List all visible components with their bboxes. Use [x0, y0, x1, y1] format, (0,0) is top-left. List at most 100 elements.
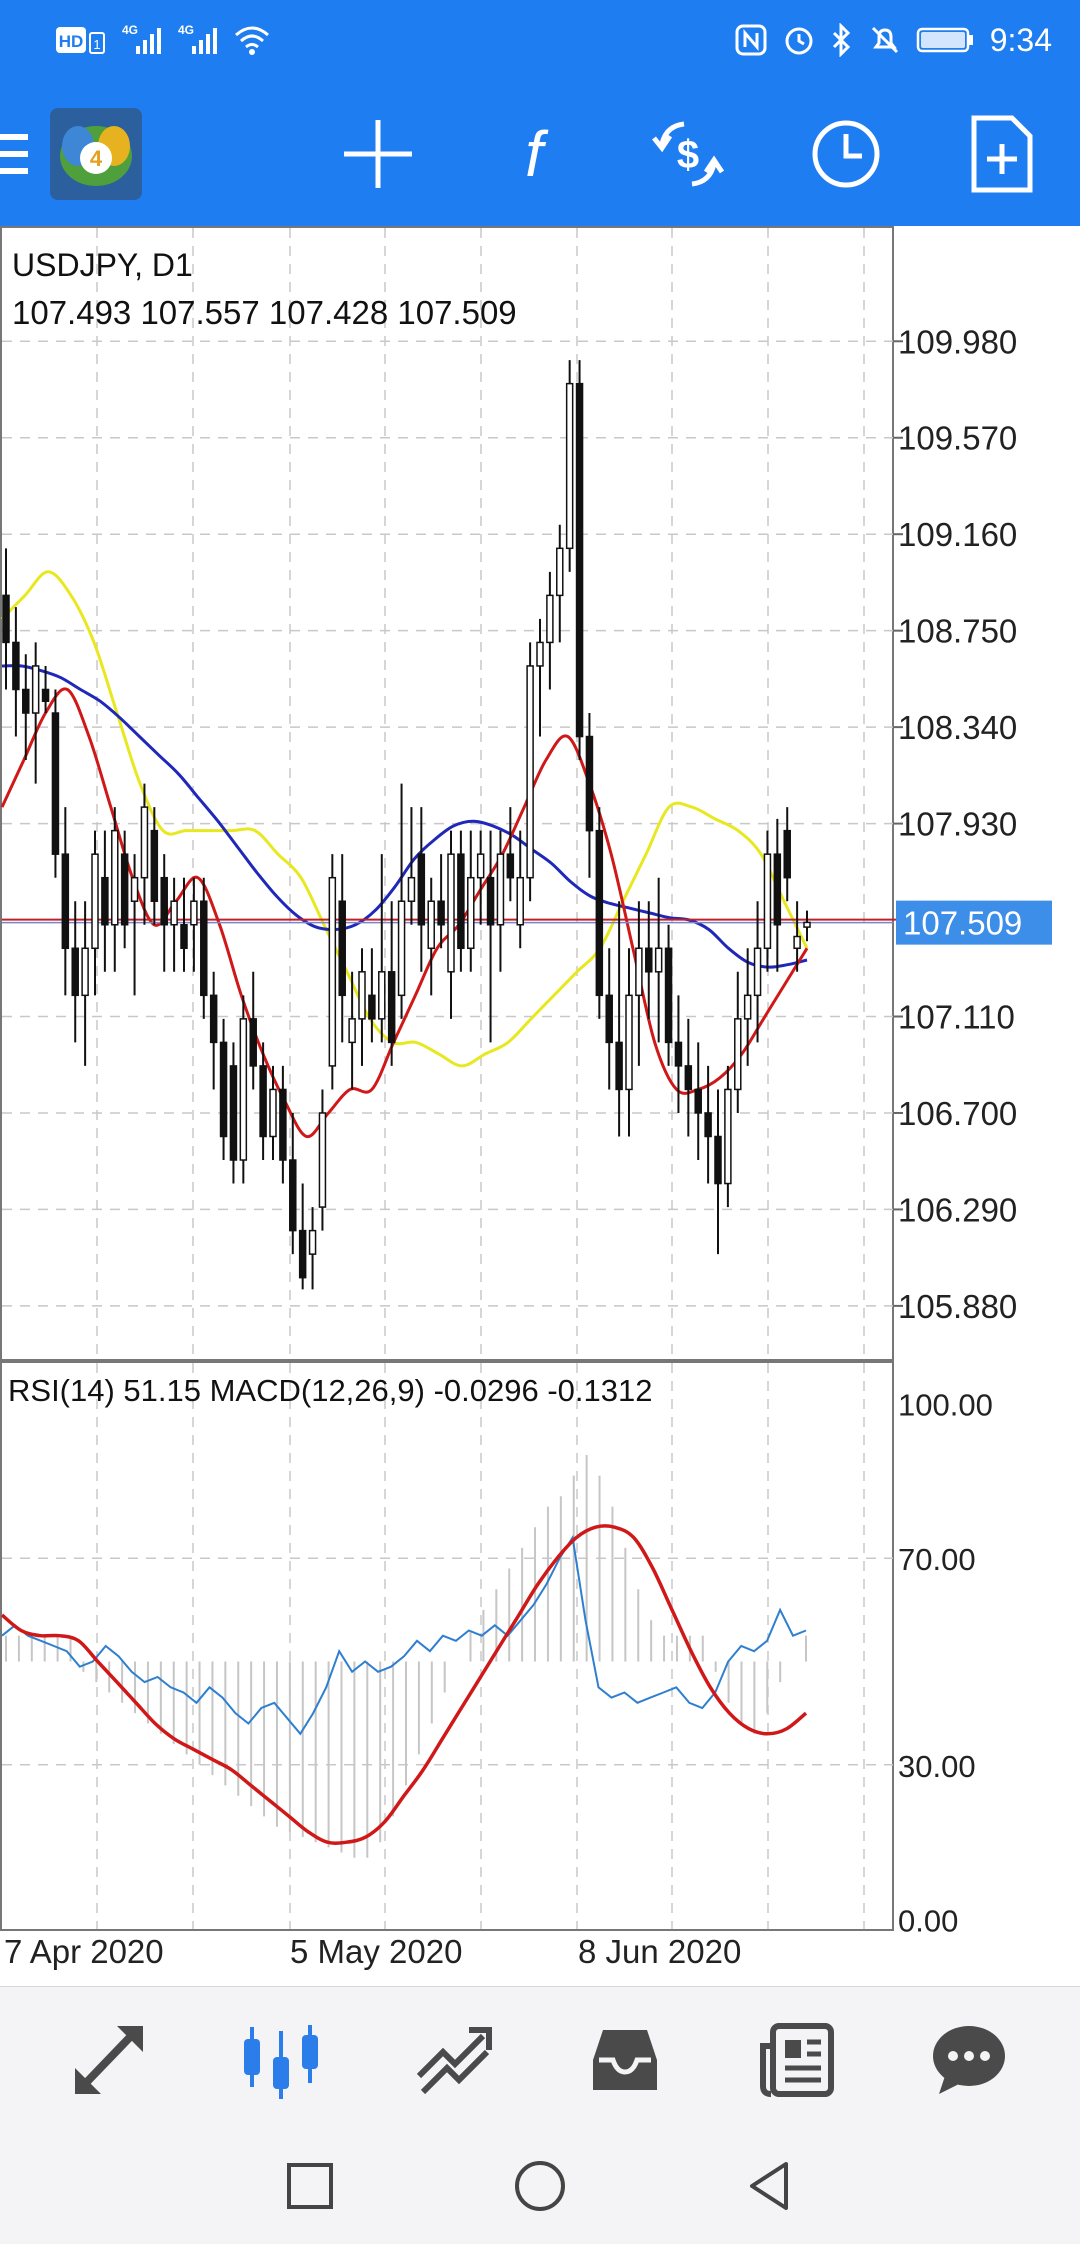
svg-text:4G: 4G [178, 23, 194, 37]
candle [536, 618, 544, 737]
candle [704, 1065, 712, 1184]
indicator-label: RSI(14) 51.15 MACD(12,26,9) -0.0296 -0.1… [8, 1373, 652, 1408]
candle [279, 1065, 287, 1184]
ohlc-label: 107.493 107.557 107.428 107.509 [12, 294, 517, 331]
battery-icon [916, 27, 973, 53]
svg-text:1: 1 [93, 37, 100, 52]
hd-icon: HD 1 [56, 27, 105, 54]
candle [190, 877, 198, 972]
svg-text:f: f [525, 118, 549, 190]
candle [31, 642, 40, 784]
toolbar: 4 f $ [0, 80, 1080, 226]
candle [457, 830, 465, 972]
candle [625, 948, 633, 1137]
candle [71, 901, 79, 1043]
candle [427, 877, 435, 996]
candle [763, 830, 772, 972]
chart-area[interactable]: 109.980 109.570 109.160 108.750 108.340 107.9… [0, 226, 1080, 1986]
chart-canvas[interactable]: 109.980 109.570 109.160 108.750 108.340 107.9… [0, 226, 1080, 1986]
candle [645, 901, 653, 1019]
price-tick-label: 109.980 [898, 323, 1017, 360]
candle [694, 1042, 702, 1161]
signal-icon-2: 4G [178, 23, 217, 54]
price-tick-label: 108.340 [898, 709, 1017, 746]
history-icon[interactable] [580, 2015, 670, 2105]
back-icon[interactable] [740, 2156, 800, 2216]
new-order-icon[interactable] [964, 112, 1040, 196]
indicator-tick-label: 100.00 [898, 1387, 993, 1422]
home-icon[interactable] [510, 2156, 570, 2216]
candle [368, 948, 376, 1043]
candle [417, 807, 426, 972]
candle [437, 854, 445, 949]
candle [615, 901, 623, 1137]
candle [654, 877, 663, 1043]
price-tick-label: 109.570 [898, 420, 1017, 457]
x-tick-label: 7 Apr 2020 [4, 1933, 164, 1970]
menu-icon[interactable] [0, 128, 30, 180]
candle [298, 1183, 307, 1290]
candle [308, 1207, 317, 1290]
candle [229, 1042, 238, 1184]
candle [714, 1089, 722, 1255]
price-tick-label: 109.160 [898, 516, 1017, 553]
candle [546, 571, 554, 690]
quotes-icon[interactable] [64, 2015, 154, 2105]
recents-icon[interactable] [280, 2156, 340, 2216]
candle [674, 995, 683, 1113]
signal-icon: 4G [122, 23, 161, 54]
candle [209, 971, 218, 1090]
crosshair-icon[interactable] [340, 116, 416, 192]
candle [635, 901, 643, 1066]
chart-nav-icon[interactable] [236, 2015, 326, 2105]
candle [664, 924, 673, 1066]
candle [496, 830, 505, 972]
candle [585, 713, 594, 878]
candle [753, 901, 762, 1043]
status-bar-right: 9:34 [734, 18, 1052, 62]
system-navigation-bar [0, 2126, 1080, 2244]
candle [101, 830, 109, 972]
svg-text:HD: HD [59, 32, 84, 51]
indicator-lines [0, 1454, 808, 1858]
x-tick-label: 5 May 2020 [290, 1933, 462, 1970]
axis-labels: 109.980 109.570 109.160 108.750 108.340 107.9… [4, 323, 1052, 1970]
candle [387, 901, 396, 1066]
indicators-icon[interactable]: f [496, 116, 572, 192]
candle [160, 854, 168, 972]
candle [259, 1042, 267, 1161]
candle [378, 854, 386, 1043]
candle [526, 642, 534, 902]
candle [170, 877, 178, 972]
candle [2, 548, 10, 690]
indicator-tick-label: 0.00 [898, 1904, 958, 1939]
trade-icon[interactable]: $ [648, 116, 728, 192]
candle [140, 783, 149, 925]
messages-icon[interactable] [924, 2015, 1014, 2105]
moving-average-line [1, 664, 808, 969]
news-icon[interactable] [752, 2015, 842, 2105]
candle [407, 807, 416, 925]
candle [575, 360, 584, 761]
trade-nav-icon[interactable] [408, 2015, 498, 2105]
metatrader-logo-icon[interactable]: 4 [48, 106, 144, 202]
wifi-icon [235, 26, 269, 55]
timeframe-icon[interactable] [808, 116, 884, 192]
candle [803, 910, 811, 942]
x-tick-label: 8 Jun 2020 [578, 1933, 741, 1970]
candle [743, 948, 752, 1066]
candle [219, 1018, 228, 1161]
price-chart-grid [0, 226, 903, 1361]
candle [338, 854, 346, 1043]
clock: 9:34 [989, 21, 1052, 58]
current-price-marker [896, 900, 1052, 945]
candle [150, 807, 159, 925]
candle [91, 830, 99, 996]
candle [61, 807, 70, 996]
candle [120, 830, 129, 949]
candle [328, 854, 337, 1090]
indicator-pane-border [0, 1361, 894, 1931]
moving-average-line [0, 570, 809, 1068]
candle [318, 1089, 327, 1231]
candle [724, 1065, 732, 1208]
